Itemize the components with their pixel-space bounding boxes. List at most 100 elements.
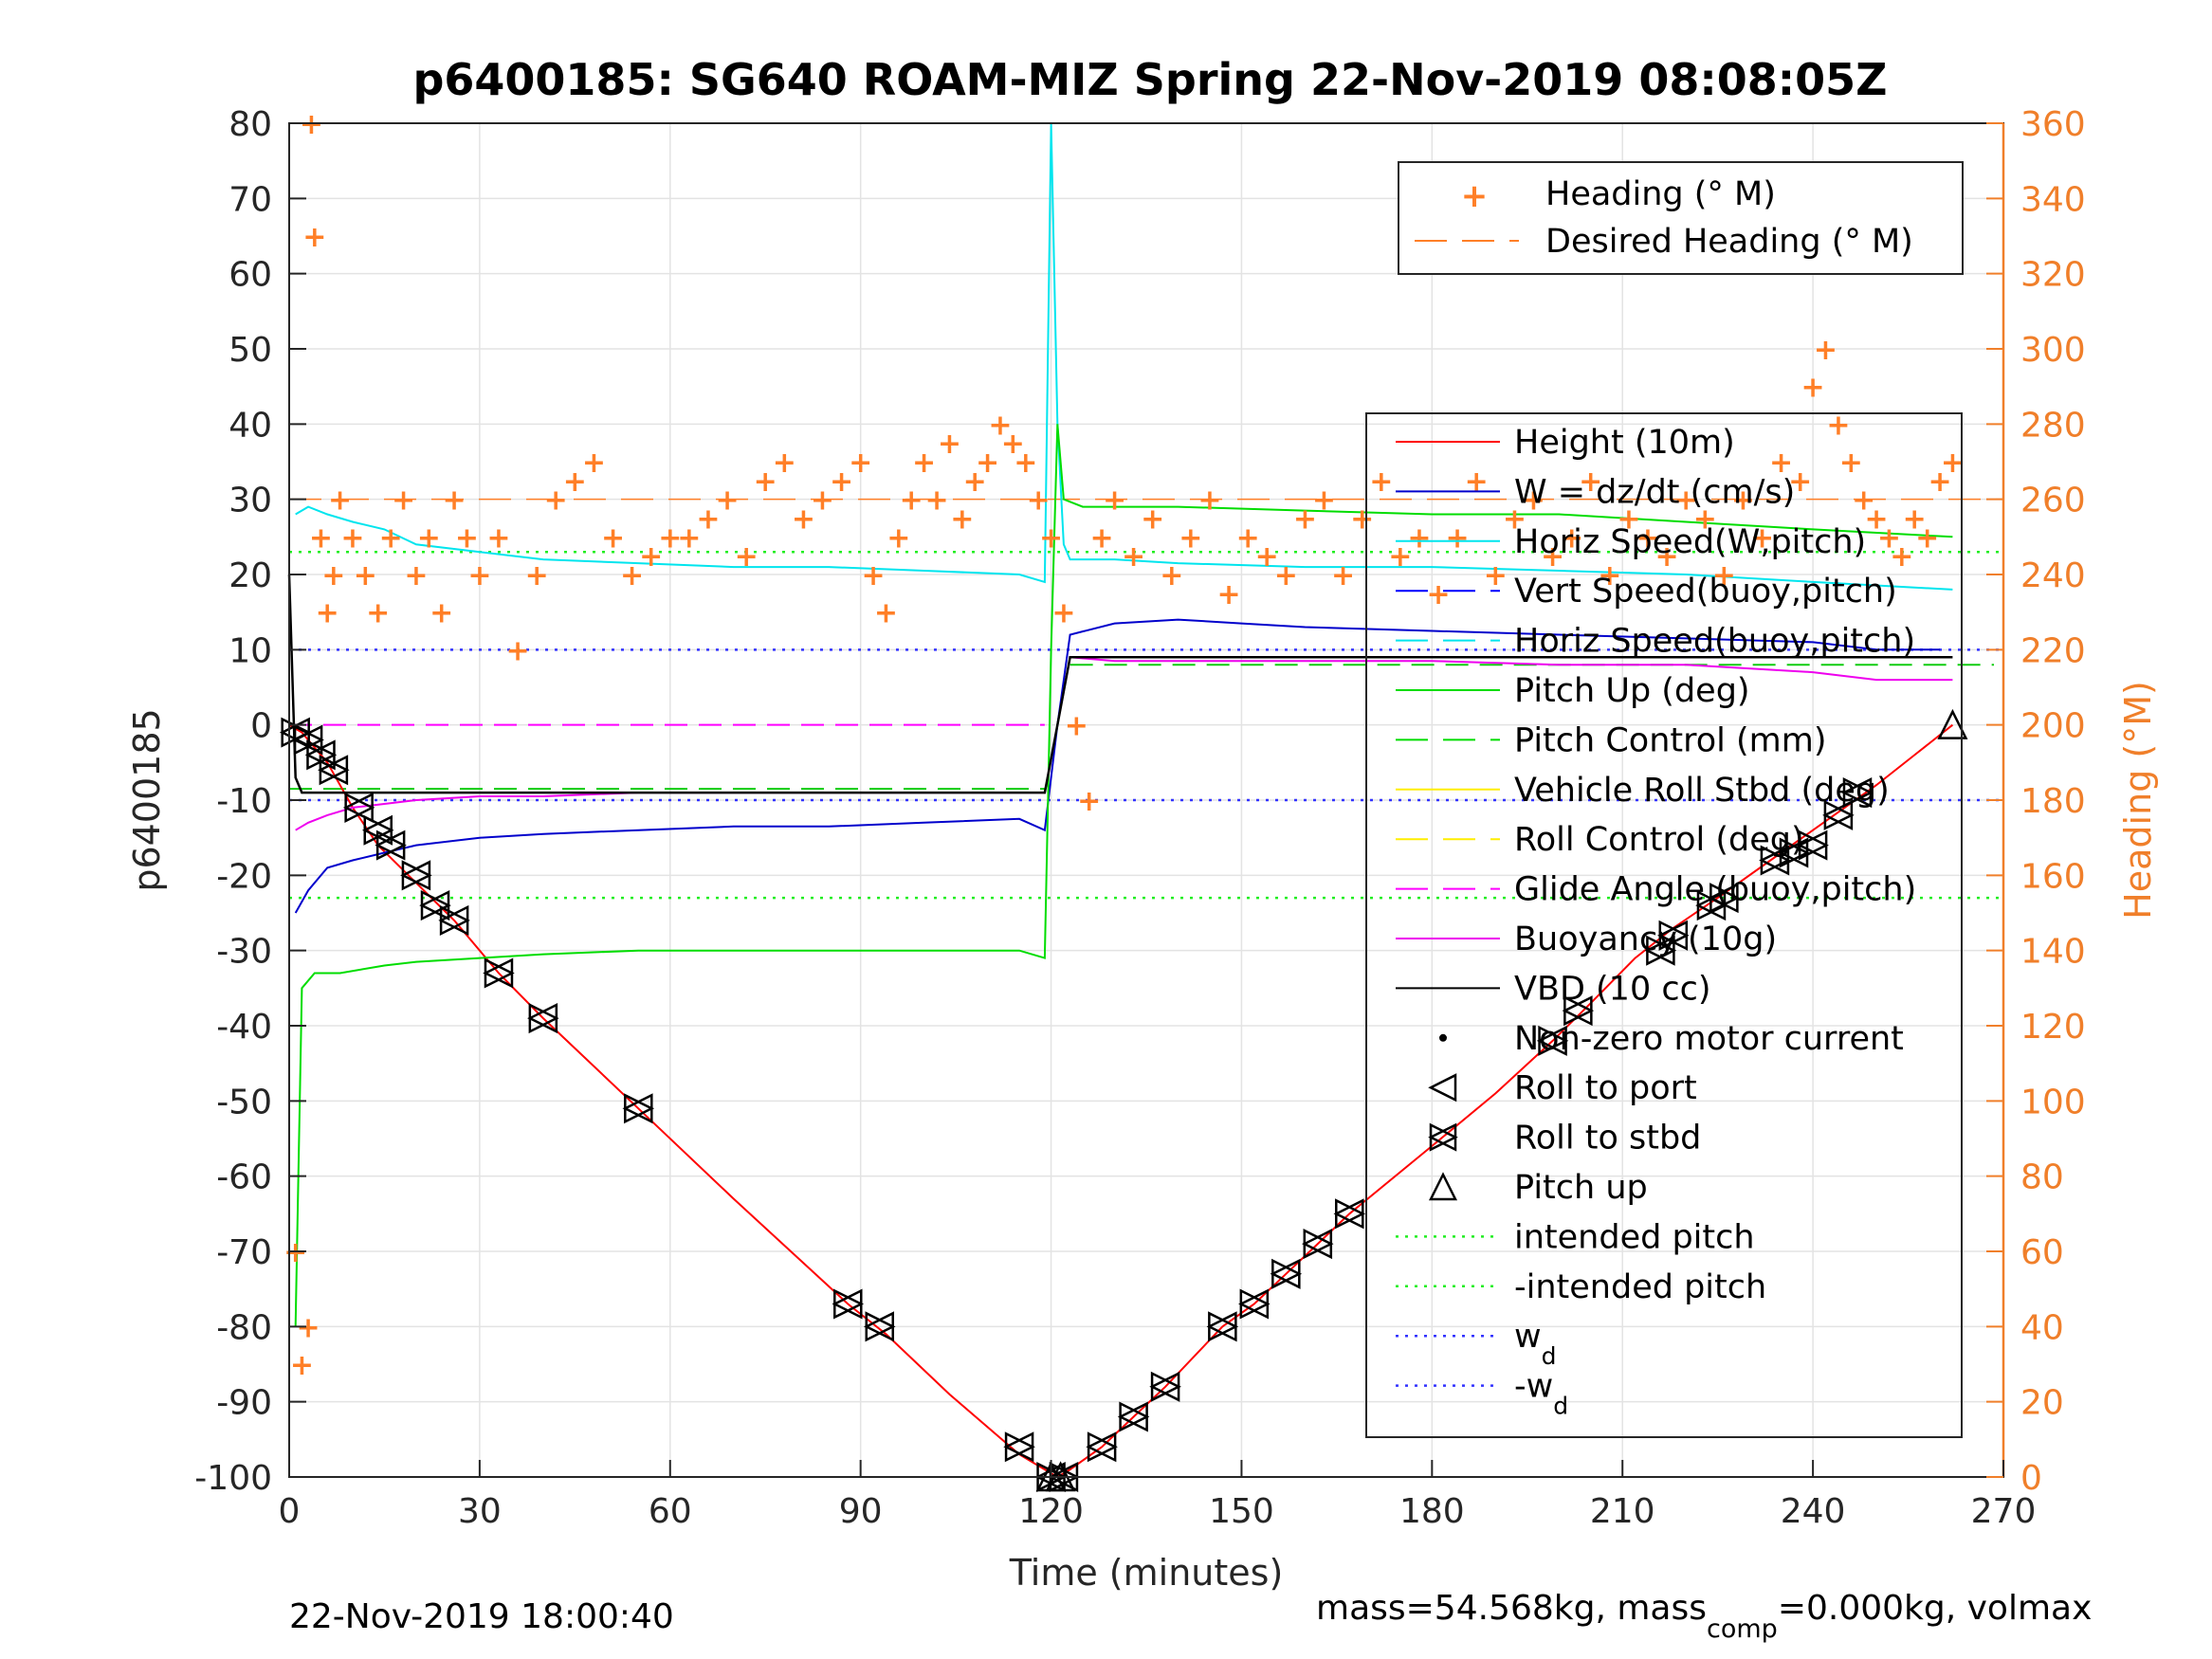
heading-point: + [467, 559, 491, 592]
y-tick-label: -60 [216, 1158, 272, 1197]
x-tick-label: 60 [649, 1492, 692, 1531]
y2-tick-label: 220 [2020, 631, 2086, 670]
heading-point: + [1839, 447, 1863, 480]
heading-point: + [601, 521, 625, 555]
x-tick-label: 180 [1399, 1492, 1465, 1531]
y2-tick-label: 240 [2020, 556, 2086, 595]
legend-item-10-text: Buoyancy (10g) [1514, 921, 1777, 958]
pitch-up-series [294, 424, 1953, 1327]
y-tick-label: -50 [216, 1083, 272, 1121]
y2-tick-label: 120 [2020, 1008, 2086, 1047]
roll-stbd-marker [1271, 1258, 1303, 1289]
roll-stbd-marker [865, 1311, 896, 1342]
roll-stbd-marker [1087, 1431, 1118, 1463]
y2-tick-label: 0 [2020, 1459, 2042, 1498]
horiz-speed-series [295, 122, 1953, 591]
pitch-up-marker [1937, 708, 1968, 739]
legend-item-19-text: -w [1514, 1368, 1553, 1406]
y2-axis-ticks: 3603403203002802602402202001801601401201… [1986, 105, 2086, 1498]
y-tick-label: -80 [216, 1308, 272, 1347]
chart-title: p6400185: SG640 ROAM-MIZ Spring 22-Nov-2… [412, 54, 1887, 105]
heading-point: + [1122, 540, 1145, 574]
x-tick-label: 90 [839, 1492, 883, 1531]
legend-item-16-label: intended pitch [1514, 1218, 1755, 1256]
y-tick-label: 40 [229, 406, 272, 445]
heading-point: + [525, 559, 549, 592]
y2-tick-label: 100 [2020, 1083, 2086, 1121]
heading-point: + [1197, 484, 1221, 518]
heading-point: + [1446, 521, 1470, 555]
roll-stbd-marker [1563, 995, 1595, 1027]
heading-point: + [366, 597, 390, 630]
heading-point: + [404, 559, 428, 592]
heading-point: + [924, 484, 948, 518]
heading-point: + [1216, 578, 1240, 611]
x-tick-label: 210 [1590, 1492, 1655, 1531]
y2-tick-label: 200 [2020, 707, 2086, 746]
reference-lines [289, 498, 2003, 900]
heading-point: + [1579, 465, 1602, 499]
heading-point: + [354, 559, 377, 592]
heading-point: + [811, 484, 834, 518]
heading-point: + [1274, 559, 1298, 592]
heading-point: + [1503, 503, 1526, 537]
heading-point: + [379, 521, 403, 555]
roll-stbd-marker [1208, 1311, 1239, 1342]
heading-point: + [392, 484, 415, 518]
legend-heading-box [1398, 161, 1964, 275]
x-tick-label: 30 [458, 1492, 502, 1531]
roll-stbd-marker [1335, 1198, 1366, 1230]
roll-stbd-marker [319, 755, 350, 786]
heading-point: + [340, 521, 364, 555]
heading-point: + [620, 559, 644, 592]
heading-point: + [900, 484, 923, 518]
roll-stbd-marker [1119, 1401, 1150, 1432]
heading-point: + [1065, 710, 1088, 743]
legend-item-7-label: Vehicle Roll Stbd (deg) [1514, 772, 1890, 810]
legend-item-0-label: Height (10m) [1514, 424, 1735, 462]
heading-point: + [563, 465, 587, 499]
heading-point: + [1890, 540, 1913, 574]
y2-tick-label: 20 [2020, 1384, 2064, 1423]
heading-point: + [1293, 503, 1317, 537]
heading-point: + [1027, 484, 1051, 518]
heading-point: + [963, 465, 987, 499]
legend-item-12-label: Non-zero motor current [1514, 1020, 1904, 1058]
legend-item-9-text: Glide Angle (buoy,pitch) [1514, 871, 1916, 909]
roll-stbd-marker [1760, 845, 1791, 876]
y-axis-label: p6400185 [126, 708, 168, 891]
heading-point: + [283, 1236, 307, 1269]
roll-stbd-marker [1239, 1288, 1271, 1320]
heading-point: + [1541, 540, 1564, 574]
heading-point: + [912, 447, 936, 480]
y-tick-label: -40 [216, 1008, 272, 1047]
legend-item-6-text: Pitch Control (mm) [1514, 721, 1826, 759]
heading-point: + [1865, 503, 1889, 537]
legend-item-0-text: Height (10m) [1514, 424, 1735, 462]
heading-point: + [417, 521, 441, 555]
heading-point: + [486, 521, 510, 555]
x-tick-label: 120 [1018, 1492, 1084, 1531]
y2-axis-label: Heading (°M) [2117, 681, 2159, 920]
heading-point: + [1617, 503, 1640, 537]
y-tick-label: 30 [229, 482, 272, 520]
heading-point: + [1236, 521, 1260, 555]
y-tick-label: -10 [216, 782, 272, 821]
roll-stbd-marker [1538, 1025, 1569, 1056]
heading-point: + [1731, 484, 1755, 518]
legend-item-13-text: Roll to port [1514, 1069, 1697, 1107]
legend-item-8-label: Roll Control (deg) [1514, 821, 1804, 859]
roll-stbd-marker [439, 904, 470, 936]
heading-point: + [290, 1349, 314, 1382]
x-axis-label: Time (minutes) [1009, 1552, 1284, 1594]
legend-item-18-label: wd [1514, 1318, 1557, 1370]
legend-item-18-sub: d [1542, 1342, 1557, 1370]
legend-item-12-text: Non-zero motor current [1514, 1020, 1904, 1058]
heading-point: + [297, 1311, 320, 1344]
heading-point: + [1255, 540, 1279, 574]
y2-tick-label: 160 [2020, 857, 2086, 896]
roll-stbd-marker [1842, 777, 1874, 809]
y2-tick-label: 340 [2020, 180, 2086, 219]
heading-point: + [976, 447, 999, 480]
